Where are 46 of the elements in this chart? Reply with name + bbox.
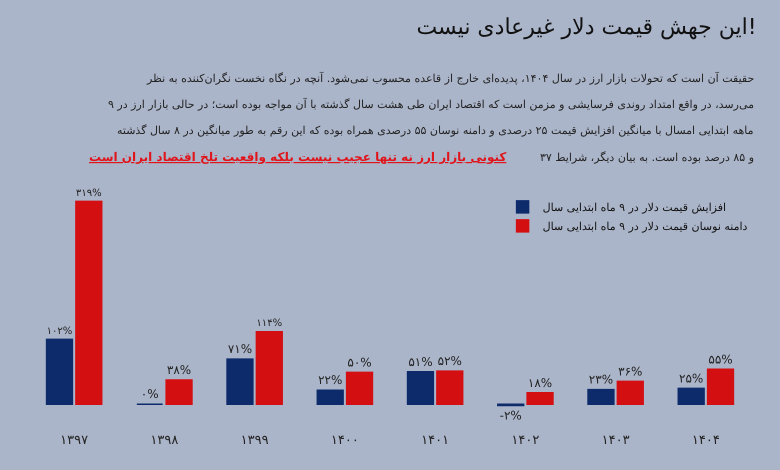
data-label: ۱۰۲%: [46, 326, 72, 337]
bar: [346, 372, 374, 405]
bar: [616, 380, 644, 405]
bar: [165, 379, 193, 405]
text: کنونی بازار ارز نه تنها عجیب نیست بلکه واقعیت تلخ اقتصاد ایران است: [89, 150, 506, 164]
x-tick-label: ۱۳۹۷: [60, 433, 88, 448]
x-tick-label: ۱۳۹۹: [240, 433, 269, 448]
x-tick-label: ۱۴۰۴: [692, 433, 720, 448]
data-label: ۲۲%: [318, 373, 342, 388]
bar: [587, 388, 615, 405]
bar: [706, 368, 734, 405]
text: ۳۷ و ۸۵ درصد بوده است. به بیان دیگر، شرایط: [540, 151, 754, 164]
data-label: ۳۱۹%: [76, 188, 102, 199]
chart-title: این جهش قیمت دلار غیرعادی نیست!: [416, 15, 757, 40]
data-label: ۷۱%: [228, 342, 252, 356]
x-tick-label: ۱۴۰۰: [330, 433, 359, 448]
data-label: ۳۸%: [166, 363, 192, 378]
data-label: ۵۱%: [408, 354, 433, 369]
text: می‌رسد، در واقع امتداد روندی فرسایشی و مزمن است که اقتصاد ایران طی هشت سال گذشته با آن مواجه بوده است؛ در حالی بازار ارز در ۹: [108, 97, 754, 111]
legend-label: افزایش قیمت دلار در ۹ ماه ابتدایی سال: [542, 201, 726, 214]
bar: [75, 200, 102, 405]
data-label: -۲%: [500, 408, 522, 422]
bar: [406, 371, 434, 405]
data-label: ۱۱۴%: [256, 318, 282, 330]
text: حقیقت آن است که تحولات بازار ارز در سال ۱۴۰۴، پدیده‌ای خارج از قاعده محسوب نمی‌شود. آنچه در نگاه نخست نگران‌کننده به نظر: [146, 71, 754, 85]
data-label: ۰%: [140, 387, 159, 402]
data-label: ۵۵%: [708, 352, 733, 366]
bar: [436, 370, 464, 405]
data-label: ۵۰%: [347, 355, 372, 370]
x-tick-label: ۱۴۰۱: [421, 433, 450, 448]
bar: [678, 388, 705, 405]
bar: [316, 389, 344, 405]
data-label: ۲۳%: [588, 372, 614, 387]
data-label: ۱۸%: [528, 376, 552, 390]
data-label: ۲۵%: [679, 371, 704, 386]
x-tick-label: ۱۴۰۲: [511, 433, 540, 448]
bar: [46, 338, 74, 405]
bar: [526, 392, 554, 405]
x-tick-label: ۱۴۰۳: [602, 433, 630, 448]
data-label: ۵۲%: [438, 354, 462, 368]
legend-label: دامنه نوسان قیمت دلار در ۹ ماه ابتدایی سال: [542, 220, 748, 234]
bar: [226, 358, 254, 405]
bar: [256, 330, 283, 405]
data-label: ۳۶%: [618, 364, 642, 378]
text: ماهه ابتدایی امسال با میانگین افزایش قیمت ۲۵ درصدی و دامنه نوسان ۵۵ درصدی همراه بوده که این رقم به طور میانگین در ۸ سال گذشته: [117, 124, 754, 137]
x-tick-label: ۱۳۹۸: [150, 433, 178, 448]
